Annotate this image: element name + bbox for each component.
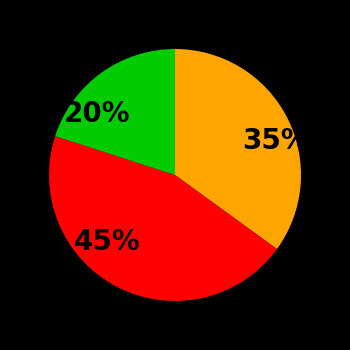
Wedge shape	[55, 49, 175, 175]
Text: 35%: 35%	[242, 127, 309, 155]
Text: 20%: 20%	[64, 100, 131, 128]
Wedge shape	[175, 49, 301, 249]
Text: 45%: 45%	[74, 228, 141, 256]
Wedge shape	[49, 136, 277, 301]
